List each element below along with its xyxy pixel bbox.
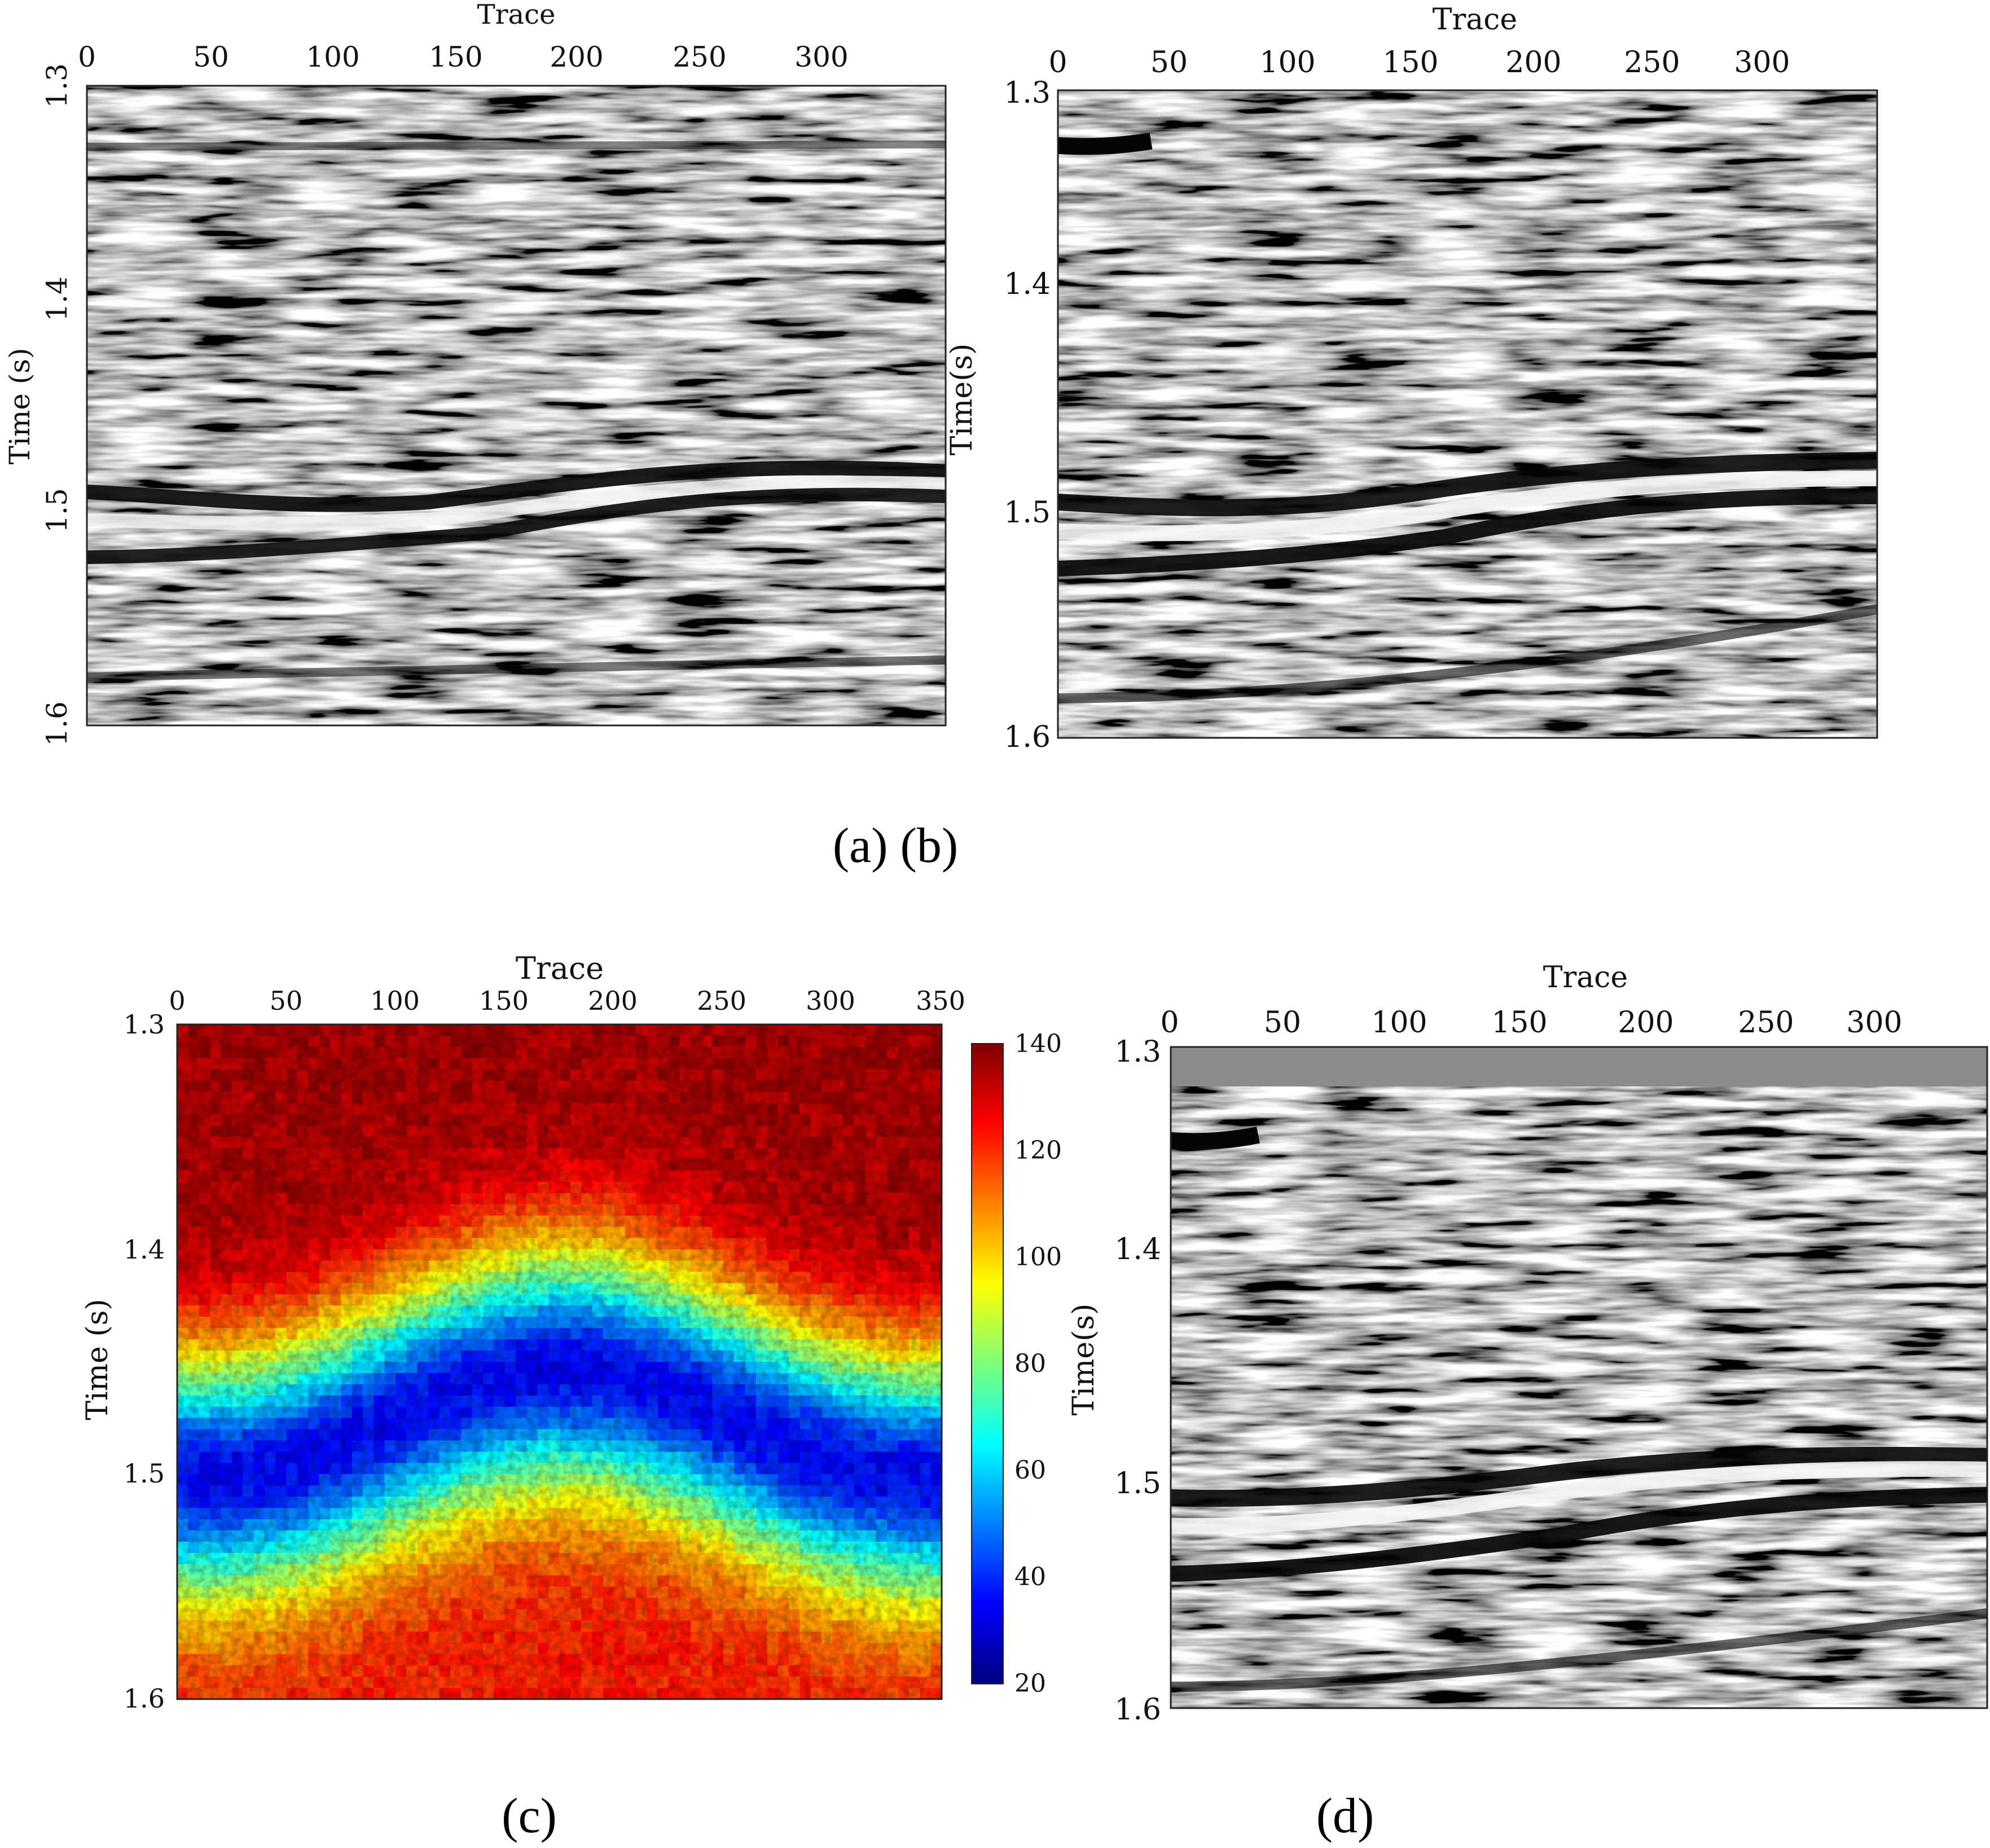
panel-d-ytick: 1.5 bbox=[1114, 1467, 1161, 1501]
panel-a-reflector bbox=[86, 140, 946, 681]
panel-a-ytick: 1.3 bbox=[41, 63, 73, 108]
panel-a-xtick: 300 bbox=[794, 41, 848, 73]
panel-b-xtick: 200 bbox=[1505, 46, 1561, 80]
panel-a-xticks: 0 50 100 150 200 250 300 bbox=[78, 41, 849, 73]
panel-b-yticks: 1.3 1.4 1.5 1.6 bbox=[1004, 76, 1051, 754]
panel-b-image bbox=[1058, 90, 1877, 738]
panel-c-colorbar-tick: 100 bbox=[1014, 1243, 1062, 1271]
panel-d-image bbox=[1171, 1086, 1987, 1708]
panel-c-xticks: 0 50 100 150 200 250 300 350 bbox=[169, 985, 965, 1016]
panel-b-frame bbox=[1057, 89, 1878, 739]
panel-a-xtick: 200 bbox=[550, 41, 603, 73]
panel-d-ytick: 1.4 bbox=[1114, 1233, 1161, 1266]
panel-b-xtick: 100 bbox=[1259, 46, 1315, 80]
panel-c-xtick: 0 bbox=[169, 985, 185, 1016]
panel-b-ytick: 1.3 bbox=[1004, 76, 1051, 110]
panel-c-colorbar-tick: 80 bbox=[1014, 1349, 1046, 1378]
panel-c-xtick: 150 bbox=[479, 985, 529, 1016]
panel-b-xticks: 0 50 100 150 200 250 300 bbox=[1048, 46, 1790, 80]
panel-c-xtick: 350 bbox=[916, 985, 965, 1016]
panel-b-xtick: 250 bbox=[1624, 46, 1680, 80]
panel-c-grain bbox=[177, 1024, 942, 1699]
panel-d-xtick: 300 bbox=[1846, 1006, 1902, 1040]
panel-b-xtick: 0 bbox=[1048, 46, 1067, 80]
panel-d-xtick: 0 bbox=[1160, 1006, 1179, 1040]
panel-b-xtick: 150 bbox=[1382, 46, 1438, 80]
panel-c-colorbar-bar bbox=[971, 1043, 1004, 1684]
panel-b-ytick: 1.5 bbox=[1004, 496, 1051, 530]
panel-b-reflector bbox=[1057, 133, 1878, 703]
panel-c-ytick: 1.6 bbox=[124, 1683, 165, 1714]
panel-d-xtick: 200 bbox=[1618, 1006, 1673, 1040]
panel-a-xtick: 150 bbox=[429, 41, 482, 73]
panel-d-xtick: 100 bbox=[1371, 1006, 1427, 1040]
panel-a-frame bbox=[86, 85, 947, 727]
panel-c-colorbar-tick: 120 bbox=[1014, 1136, 1062, 1165]
panel-b: Trace 0 50 100 150 200 250 300 1.3 1.4 1… bbox=[945, 3, 1878, 754]
panel-c-yticks: 1.3 1.4 1.5 1.6 bbox=[124, 1009, 165, 1714]
panel-a-xtick: 250 bbox=[673, 41, 726, 73]
panel-b-ytick: 1.4 bbox=[1004, 267, 1051, 301]
panel-a-image bbox=[87, 86, 946, 725]
panel-a-xtick: 100 bbox=[306, 41, 359, 73]
caption-d: (d) bbox=[1316, 1789, 1374, 1843]
panel-c-ytick: 1.5 bbox=[124, 1458, 165, 1489]
panel-a: Trace 0 50 100 150 200 250 300 1.3 1.4 1… bbox=[3, 0, 947, 746]
panel-c-colorbar-tick: 40 bbox=[1014, 1563, 1046, 1591]
panel-c: Trace 0 50 100 150 200 250 300 350 1.3 1… bbox=[81, 951, 1062, 1714]
panel-c-xtick: 50 bbox=[270, 985, 303, 1016]
caption-ab: (a) (b) bbox=[833, 819, 958, 873]
panel-d-gap bbox=[1171, 1047, 1987, 1086]
panel-a-xtick: 0 bbox=[78, 41, 96, 73]
panel-b-ylabel: Time(s) bbox=[945, 344, 979, 456]
panel-a-xlabel: Trace bbox=[477, 0, 556, 30]
panel-b-xtick: 50 bbox=[1150, 46, 1188, 80]
panel-b-xtick: 300 bbox=[1734, 46, 1790, 80]
panel-c-xtick: 300 bbox=[806, 985, 855, 1016]
panel-d-xtick: 250 bbox=[1738, 1006, 1794, 1040]
panel-c-colorbar-tick: 20 bbox=[1014, 1669, 1046, 1698]
panel-d: Trace 0 50 100 150 200 250 300 1.3 1.4 1… bbox=[1067, 961, 1988, 1727]
panel-d-frame bbox=[1170, 1046, 1988, 1709]
panel-d-ytick: 1.6 bbox=[1114, 1693, 1161, 1727]
panel-d-xtick: 50 bbox=[1264, 1006, 1301, 1040]
panel-c-xlabel: Trace bbox=[516, 951, 604, 986]
panel-d-yticks: 1.3 1.4 1.5 1.6 bbox=[1114, 1035, 1161, 1727]
panel-d-xticks: 0 50 100 150 200 250 300 bbox=[1160, 1006, 1902, 1040]
panel-d-ylabel: Time(s) bbox=[1067, 1304, 1101, 1416]
panel-c-ylabel: Time (s) bbox=[81, 1299, 115, 1420]
panel-b-ytick: 1.6 bbox=[1004, 720, 1051, 754]
caption-c: (c) bbox=[502, 1789, 557, 1843]
panel-c-ytick: 1.3 bbox=[124, 1009, 165, 1040]
panel-c-colorbar: 140 120 100 80 60 40 20 bbox=[971, 1029, 1062, 1698]
panel-c-frame bbox=[176, 1023, 943, 1700]
panel-d-xtick: 150 bbox=[1491, 1006, 1547, 1040]
panel-a-ytick: 1.6 bbox=[41, 701, 73, 746]
panel-a-ytick: 1.5 bbox=[41, 488, 73, 533]
panel-c-colorbar-tick: 60 bbox=[1014, 1456, 1046, 1485]
panel-b-xlabel: Trace bbox=[1433, 3, 1517, 37]
panel-d-ytick: 1.3 bbox=[1114, 1035, 1161, 1069]
panel-a-xtick: 50 bbox=[193, 41, 229, 73]
panel-c-ytick: 1.4 bbox=[124, 1234, 165, 1265]
panel-c-xtick: 250 bbox=[697, 985, 746, 1016]
panel-a-ytick: 1.4 bbox=[41, 276, 73, 322]
panel-c-colorbar-tick: 140 bbox=[1014, 1029, 1062, 1058]
panel-d-xlabel: Trace bbox=[1543, 961, 1628, 995]
panel-d-reflector bbox=[1170, 1127, 1988, 1692]
panel-c-xtick: 200 bbox=[588, 985, 638, 1016]
panel-a-ylabel: Time (s) bbox=[3, 348, 36, 465]
panel-a-yticks: 1.3 1.4 1.5 1.6 bbox=[41, 63, 73, 746]
panel-c-xtick: 100 bbox=[370, 985, 420, 1016]
